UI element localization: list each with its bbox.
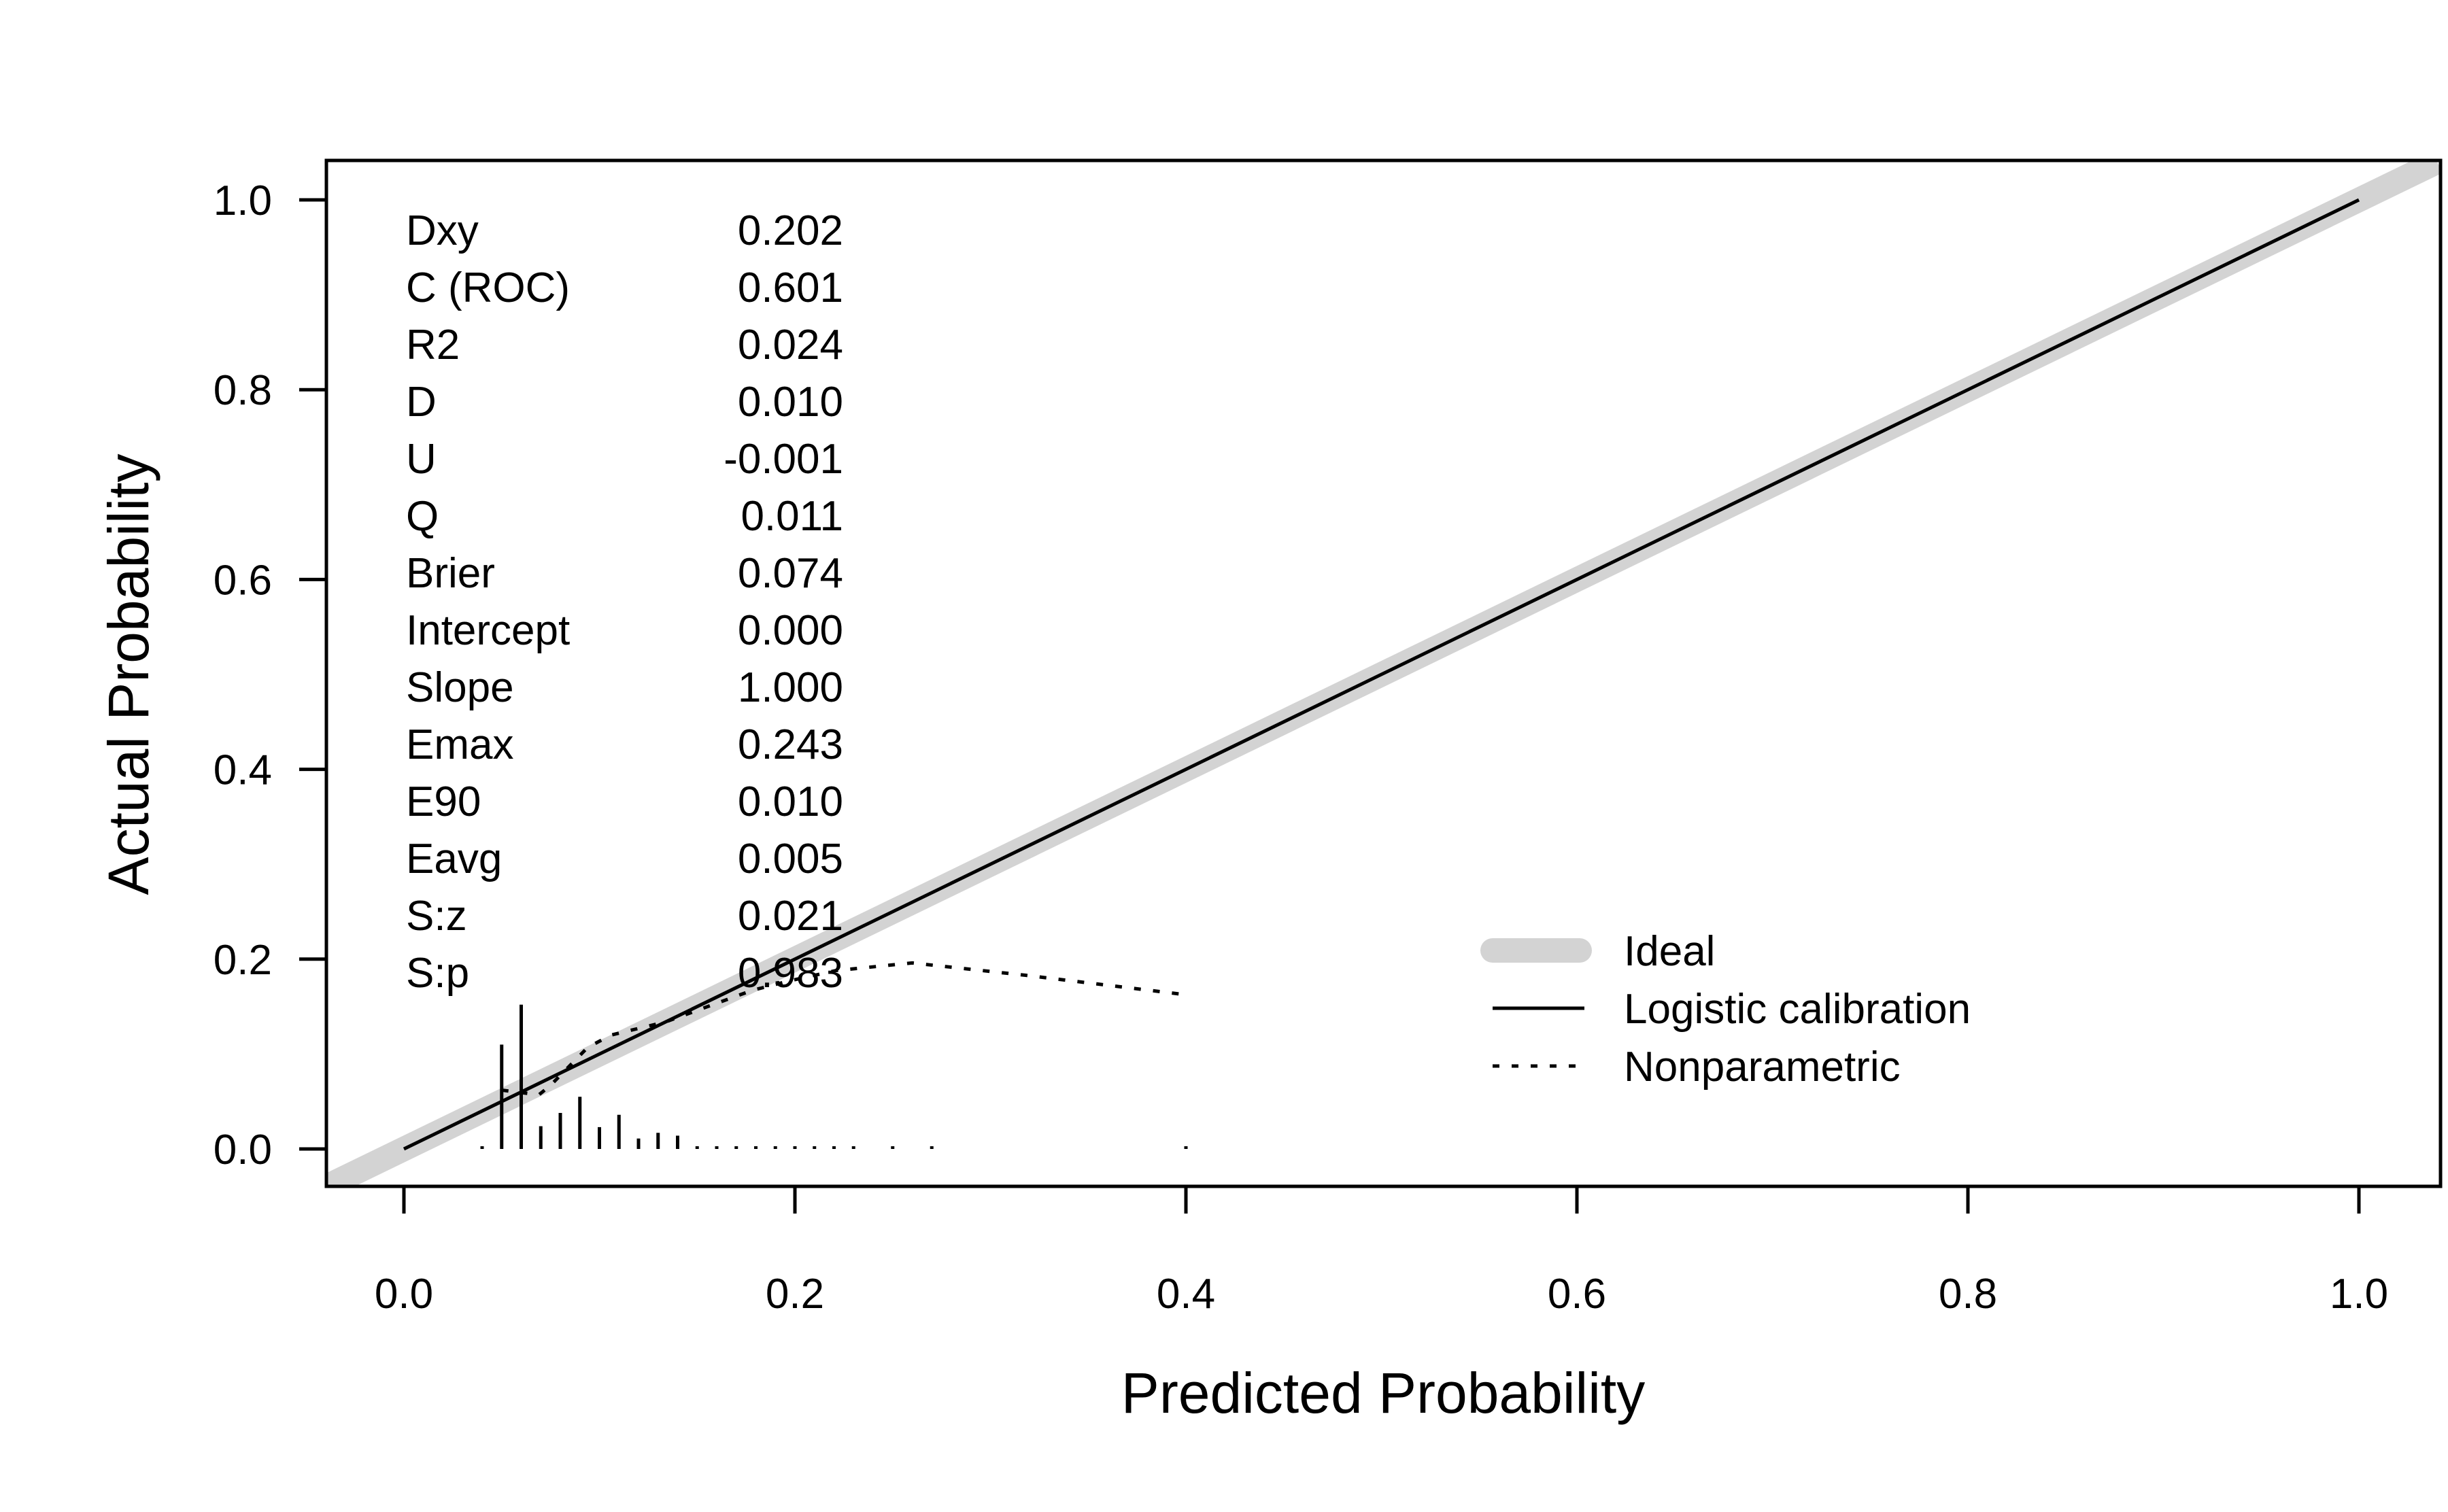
stat-value: 0.010 [738, 379, 843, 426]
stat-label: R2 [406, 322, 460, 368]
stat-value: -0.001 [724, 436, 843, 483]
stat-value: 0.601 [738, 264, 843, 311]
x-axis-label: Predicted Probability [1121, 1361, 1645, 1425]
axes: 0.0 0.2 0.4 0.6 0.8 1.0 0.0 0.2 0.4 0.6 0.8 1.0 [214, 177, 2388, 1318]
stat-label: Intercept [406, 607, 570, 654]
stat-value: 0.010 [738, 778, 843, 825]
stat-value: 1.000 [738, 664, 843, 711]
stat-value: 0.983 [738, 950, 843, 997]
logistic-calibration-line [403, 198, 2360, 1151]
stat-label: Dxy [406, 207, 479, 254]
x-tick-label: 0.2 [766, 1271, 824, 1318]
legend-label: Nonparametric [1624, 1044, 1901, 1090]
legend: Ideal Logistic calibration Nonparametric [1480, 928, 1971, 1090]
y-tick-label: 0.2 [214, 937, 272, 984]
stat-label: Emax [406, 721, 513, 768]
stats-table: Dxy 0.202 C (ROC) 0.601 R2 0.024 D 0.010 U -0.001… [406, 207, 843, 997]
stat-label: D [406, 379, 437, 426]
y-tick-label: 0.8 [214, 367, 272, 414]
y-axis-label: Actual Probability [97, 454, 160, 895]
plot-area [326, 160, 2441, 1186]
stat-value: 0.000 [738, 607, 843, 654]
plot-frame [324, 158, 2443, 1188]
stat-label: S:z [406, 893, 467, 940]
stat-value: 0.074 [738, 550, 843, 597]
stat-label: S:p [406, 950, 469, 997]
y-tick-label: 0.4 [214, 747, 272, 794]
stat-label: U [406, 436, 437, 483]
stat-value: 0.243 [738, 721, 843, 768]
x-tick-label: 0.0 [375, 1271, 433, 1318]
x-tick-label: 1.0 [2330, 1271, 2388, 1318]
stat-value: 0.202 [738, 207, 843, 254]
x-tick-label: 0.8 [1939, 1271, 1997, 1318]
legend-label: Ideal [1624, 928, 1715, 975]
x-tick-label: 0.4 [1157, 1271, 1215, 1318]
stat-label: E90 [406, 778, 481, 825]
nonparametric-line [501, 961, 1183, 1097]
stat-value: 0.021 [738, 893, 843, 940]
stat-label: C (ROC) [406, 264, 570, 311]
stat-label: Slope [406, 664, 514, 711]
stat-label: Brier [406, 550, 495, 597]
stat-value: 0.005 [738, 836, 843, 882]
x-tick-label: 0.6 [1548, 1271, 1606, 1318]
stat-label: Eavg [406, 836, 502, 882]
y-tick-label: 0.0 [214, 1127, 272, 1173]
stat-value: 0.024 [738, 322, 843, 368]
legend-label: Logistic calibration [1624, 986, 1971, 1033]
y-tick-label: 0.6 [214, 557, 272, 604]
stat-label: Q [406, 493, 439, 540]
y-tick-label: 1.0 [214, 177, 272, 224]
stat-value: 0.011 [741, 493, 843, 540]
